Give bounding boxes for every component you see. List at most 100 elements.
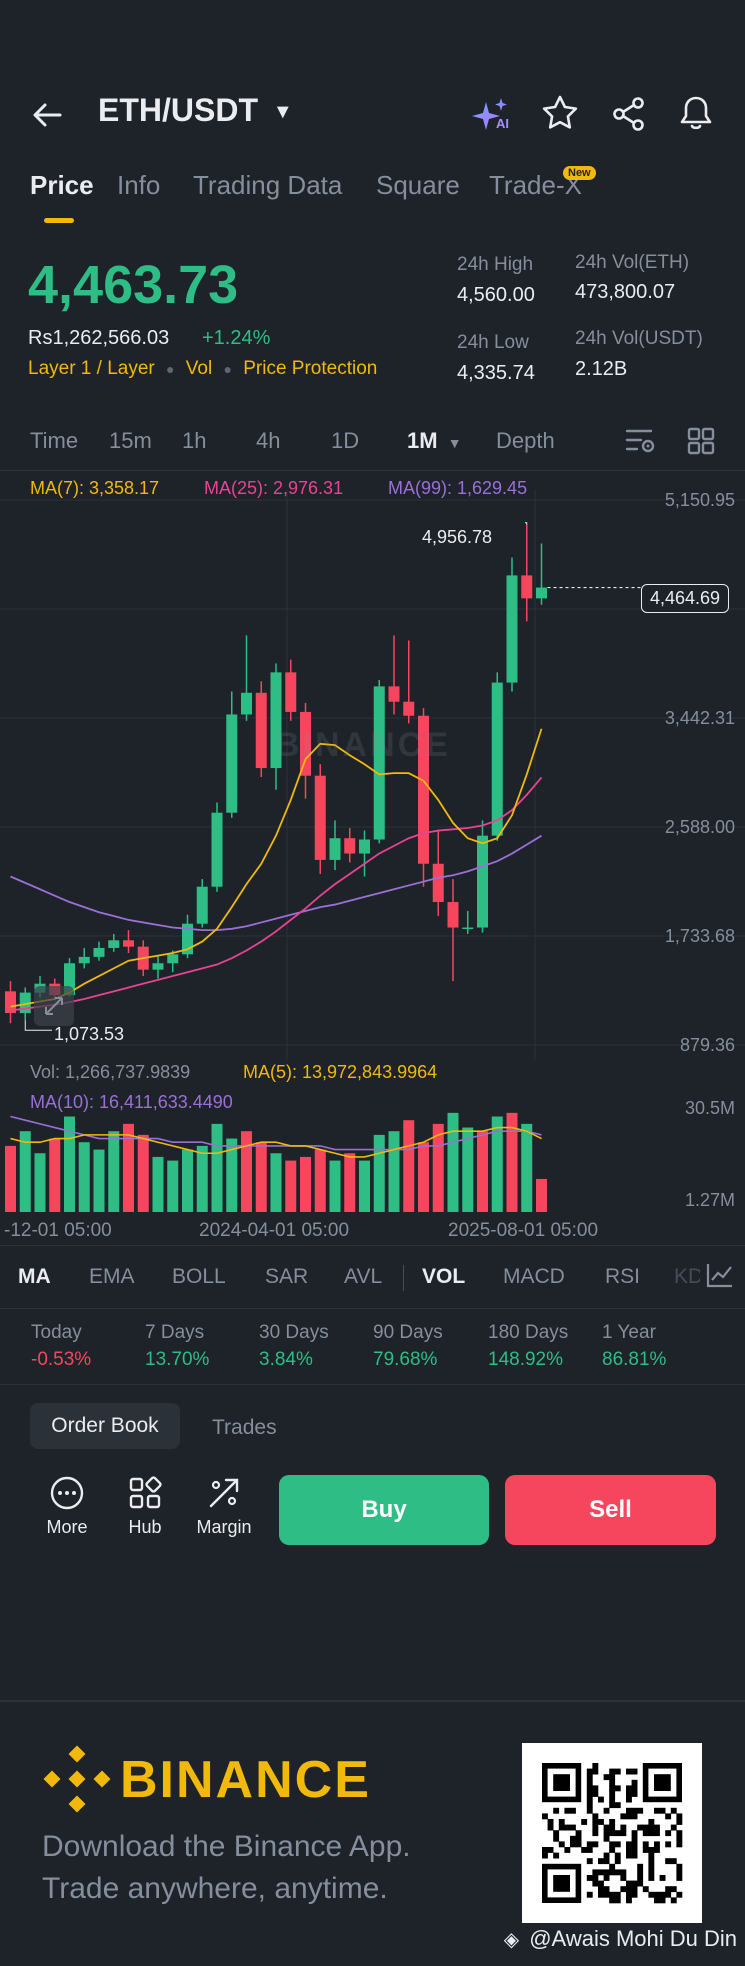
qr-module: [614, 1841, 621, 1848]
interval-depth[interactable]: Depth: [496, 428, 555, 453]
sell-button[interactable]: Sell: [505, 1475, 716, 1545]
qr-module: [676, 1869, 683, 1876]
interval-time[interactable]: Time: [30, 428, 79, 453]
vol-ma10-line: [10, 1115, 542, 1151]
qr-module: [586, 1785, 593, 1792]
qr-module: [614, 1852, 621, 1859]
volume-bar: [388, 1131, 400, 1212]
indicator-sar[interactable]: SAR: [265, 1265, 309, 1288]
qr-module: [676, 1875, 683, 1881]
qr-module: [564, 1847, 571, 1853]
indicator-kd[interactable]: KD: [674, 1265, 704, 1288]
more-button[interactable]: More: [32, 1475, 102, 1538]
qr-module: [626, 1813, 632, 1820]
candle-body: [344, 838, 356, 854]
interval-1d[interactable]: 1D: [331, 428, 360, 453]
qr-module: [648, 1852, 655, 1859]
qr-module: [626, 1897, 632, 1904]
qr-module: [592, 1813, 599, 1820]
qr-module: [620, 1824, 627, 1831]
layout-grid-icon[interactable]: [686, 426, 716, 461]
volume-bar: [93, 1149, 105, 1212]
axis-label-1: 5,150.95: [664, 490, 735, 510]
candle-body: [447, 902, 459, 928]
tag-vol[interactable]: Vol: [185, 358, 213, 379]
qr-module: [553, 1852, 560, 1859]
qr-module: [564, 1824, 571, 1831]
qr-module: [553, 1875, 570, 1892]
buy-button[interactable]: Buy: [279, 1475, 489, 1545]
indicator-macd[interactable]: MACD: [503, 1265, 565, 1288]
qr-code[interactable]: [522, 1743, 702, 1923]
qr-module: [592, 1869, 599, 1876]
indicator-ema[interactable]: EMA: [89, 1265, 135, 1288]
qr-module: [575, 1835, 582, 1842]
perf-1y-label: 1 Year: [602, 1322, 656, 1343]
qr-module: [581, 1847, 588, 1853]
qr-module: [654, 1824, 660, 1831]
interval-1h[interactable]: 1h: [182, 428, 207, 453]
interval-15m[interactable]: 15m: [109, 428, 152, 453]
alert-bell-icon[interactable]: [678, 94, 714, 137]
qr-module: [581, 1819, 588, 1825]
qr-module: [592, 1763, 599, 1769]
qr-module: [631, 1841, 638, 1848]
volume-bar: [152, 1156, 164, 1212]
qr-module: [586, 1807, 593, 1814]
indicator-vol[interactable]: VOL: [422, 1265, 466, 1288]
interval-1m[interactable]: 1M ▼: [407, 428, 462, 454]
expand-icon[interactable]: [34, 986, 74, 1026]
back-icon[interactable]: [30, 98, 64, 137]
tab-order-book[interactable]: Order Book: [30, 1403, 180, 1449]
qr-module: [648, 1863, 655, 1870]
tab-square[interactable]: Square: [376, 170, 460, 200]
low-label: 24h Low: [457, 332, 529, 353]
hub-button[interactable]: Hub: [110, 1475, 180, 1538]
indicator-settings-icon[interactable]: [700, 1258, 736, 1295]
tag-price-protection[interactable]: Price Protection: [243, 358, 378, 379]
volume-bar: [64, 1116, 75, 1212]
tab-trading-data[interactable]: Trading Data: [193, 170, 343, 200]
favorite-star-icon[interactable]: [541, 94, 579, 137]
candle-body: [78, 956, 90, 964]
pair-selector[interactable]: ETH/USDT ▼: [98, 92, 293, 129]
hub-icon: [129, 1476, 162, 1509]
share-icon[interactable]: [611, 96, 647, 137]
candle-body: [152, 963, 164, 970]
volume-bar: [491, 1116, 503, 1212]
margin-button[interactable]: Margin: [189, 1475, 259, 1538]
qr-module: [654, 1891, 660, 1898]
qr-module: [626, 1841, 632, 1848]
qr-module: [659, 1807, 666, 1814]
date-divider: [0, 1245, 745, 1246]
current-price-label: 4,464.69: [650, 588, 721, 608]
candle-body: [241, 692, 252, 715]
tab-price[interactable]: Price: [30, 170, 94, 200]
qr-module: [626, 1785, 632, 1792]
qr-module: [553, 1807, 560, 1814]
ai-sparkle-icon[interactable]: AI: [472, 96, 514, 141]
qr-module: [570, 1807, 576, 1814]
margin-icon: [209, 1478, 239, 1508]
qr-module: [637, 1863, 644, 1870]
volume-bar: [521, 1123, 533, 1212]
qr-module: [592, 1768, 599, 1775]
indicator-rsi[interactable]: RSI: [605, 1265, 641, 1288]
ma25-label: MA(25): 2,976.31: [204, 478, 344, 498]
indicator-boll[interactable]: BOLL: [172, 1265, 226, 1288]
qr-module: [586, 1774, 593, 1781]
price-chart[interactable]: [0, 490, 745, 1060]
tab-info[interactable]: Info: [117, 170, 161, 200]
volume-bar: [226, 1138, 238, 1212]
tab-trades[interactable]: Trades: [212, 1416, 277, 1439]
tag-layer[interactable]: Layer 1 / Layer: [28, 358, 155, 379]
interval-4h[interactable]: 4h: [256, 428, 281, 453]
indicator-avl[interactable]: AVL: [344, 1265, 383, 1288]
qr-module: [631, 1880, 638, 1887]
volume-bar: [432, 1123, 444, 1212]
chart-settings-icon[interactable]: [624, 426, 656, 461]
indicator-ma[interactable]: MA: [18, 1265, 51, 1288]
qr-module: [626, 1791, 632, 1797]
qr-module: [614, 1785, 621, 1792]
candle-body: [270, 672, 282, 769]
